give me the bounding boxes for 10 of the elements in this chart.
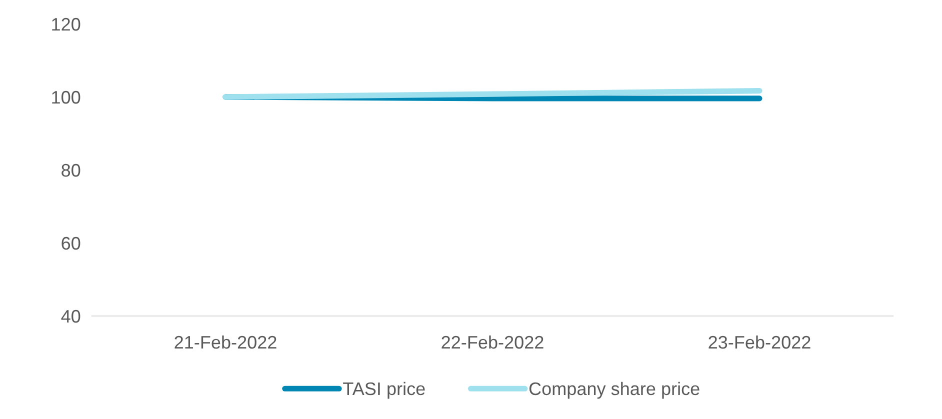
x-tick-label: 21-Feb-2022 [174,335,276,349]
y-tick-label: 40 [61,310,80,323]
y-tick-label: 100 [52,90,80,104]
x-tick-label: 22-Feb-2022 [442,335,544,349]
y-tick-label: 80 [62,164,80,177]
y-tick-label: 120 [52,18,80,31]
x-tick-label: 23-Feb-2022 [708,335,810,349]
legend-label: Company share price [529,382,700,399]
legend-label: TASI price [343,382,425,399]
y-tick-label: 60 [62,236,80,250]
